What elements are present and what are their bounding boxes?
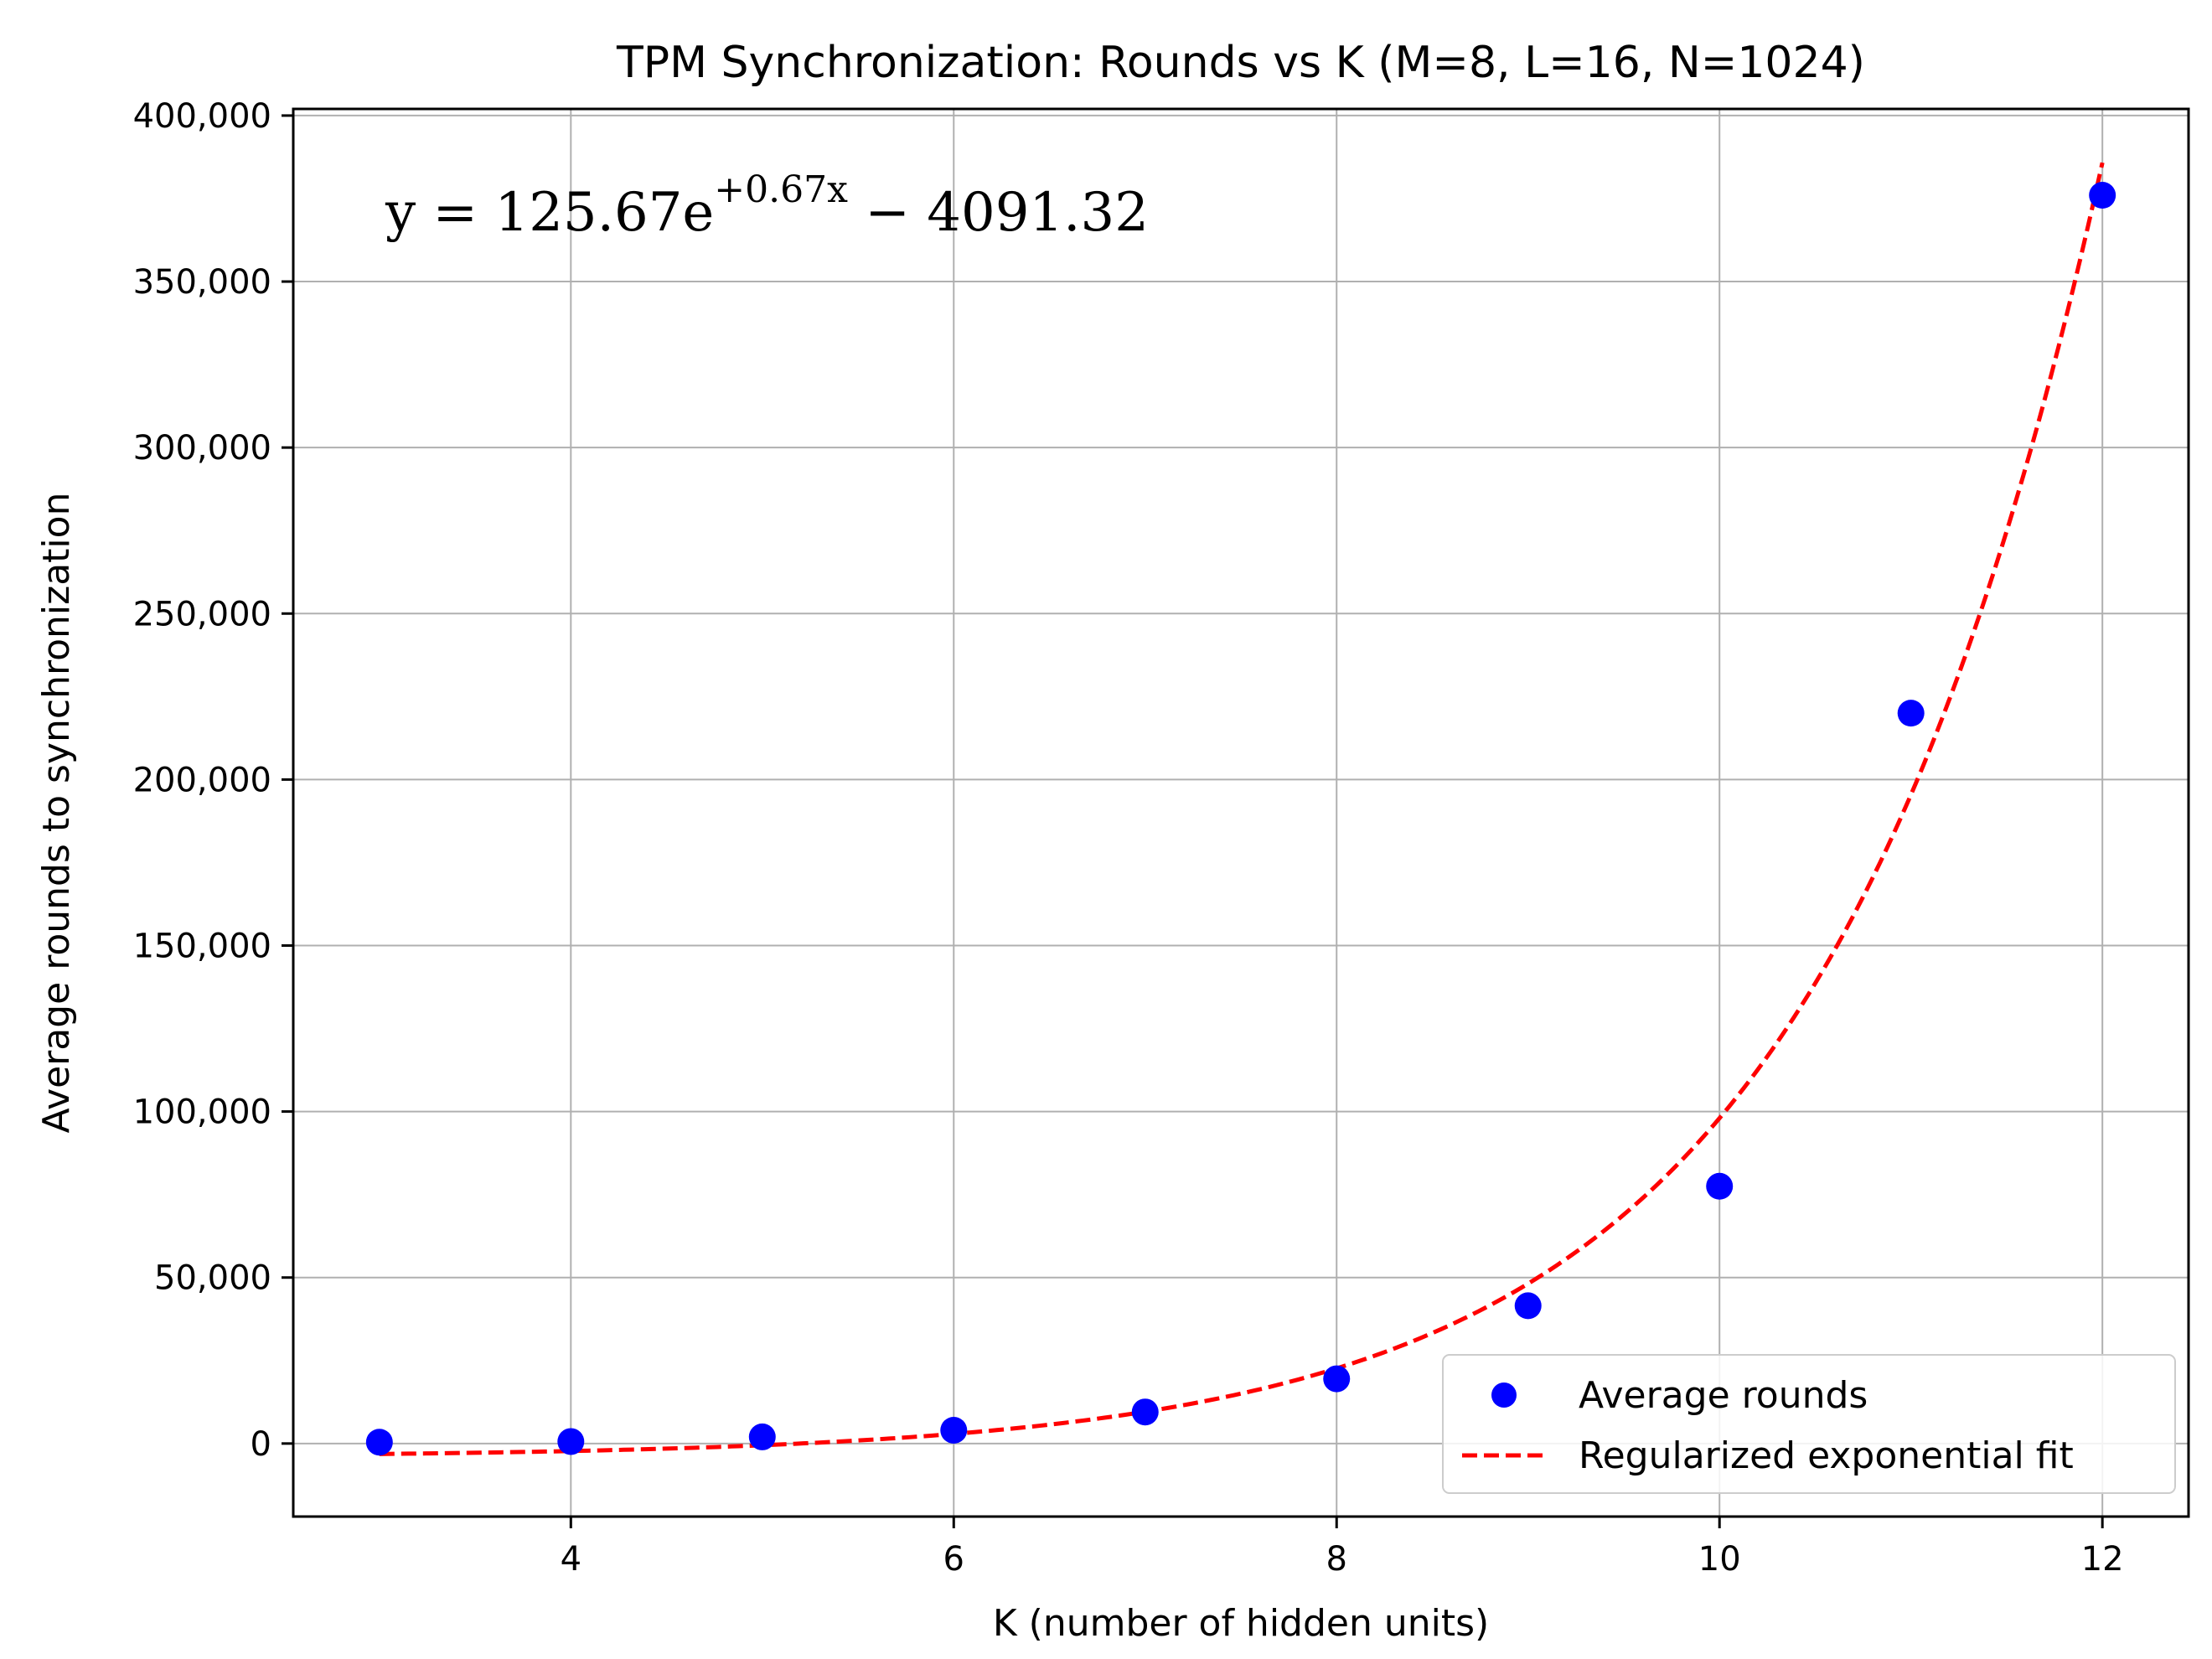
data-point: [1706, 1172, 1734, 1200]
legend-marker-average-rounds: [1491, 1382, 1517, 1408]
fit-equation: y = 125.67e+0.67x − 4091.32: [385, 168, 1149, 244]
legend-label-fit: Regularized exponential fit: [1579, 1434, 2074, 1477]
points-layer: [365, 182, 2116, 1456]
y-tick-label: 400,000: [133, 97, 271, 136]
x-tick-label: 4: [561, 1540, 581, 1579]
ticks-layer: 4 6 8 10 12 0 50,000 100,000 150,000 200,000 250,0…: [133, 97, 2124, 1579]
x-tick-label: 8: [1326, 1540, 1347, 1579]
equation-tail: − 4091.32: [848, 182, 1149, 244]
data-point: [1897, 700, 1925, 727]
data-point: [365, 1429, 393, 1456]
fit-layer: [379, 162, 2105, 1456]
x-tick-label: 6: [943, 1540, 964, 1579]
plot-frame: [292, 107, 2190, 1518]
y-tick-label: 150,000: [133, 927, 271, 965]
y-tick-label: 350,000: [133, 263, 271, 302]
equation-lead: y = 125.67e: [385, 182, 714, 244]
y-tick-label: 250,000: [133, 595, 271, 633]
y-tick-label: 300,000: [133, 429, 271, 468]
data-point: [940, 1416, 968, 1444]
x-axis-label: K (number of hidden units): [993, 1602, 1489, 1645]
legend: Average rounds Regularized exponential f…: [1442, 1354, 2176, 1494]
data-point: [2089, 182, 2116, 209]
data-point: [1323, 1365, 1351, 1393]
x-tick-label: 12: [2081, 1540, 2124, 1579]
y-tick-label: 0: [251, 1425, 271, 1464]
fit-curve: [379, 162, 2105, 1456]
y-tick-label: 100,000: [133, 1093, 271, 1132]
y-axis-label: Average rounds to synchronization: [35, 493, 78, 1134]
data-point: [1131, 1398, 1159, 1426]
equation-exponent: +0.67x: [714, 168, 848, 211]
legend-label-average-rounds: Average rounds: [1579, 1374, 1868, 1417]
data-point: [557, 1428, 585, 1455]
chart-title: TPM Synchronization: Rounds vs K (M=8, L…: [616, 38, 1865, 88]
data-point: [748, 1423, 776, 1450]
y-tick-label: 200,000: [133, 761, 271, 799]
legend-box: [1442, 1354, 2176, 1494]
grid-layer: [293, 109, 2189, 1517]
data-point: [1514, 1292, 1542, 1320]
x-tick-label: 10: [1698, 1540, 1741, 1579]
y-tick-label: 50,000: [154, 1259, 271, 1298]
